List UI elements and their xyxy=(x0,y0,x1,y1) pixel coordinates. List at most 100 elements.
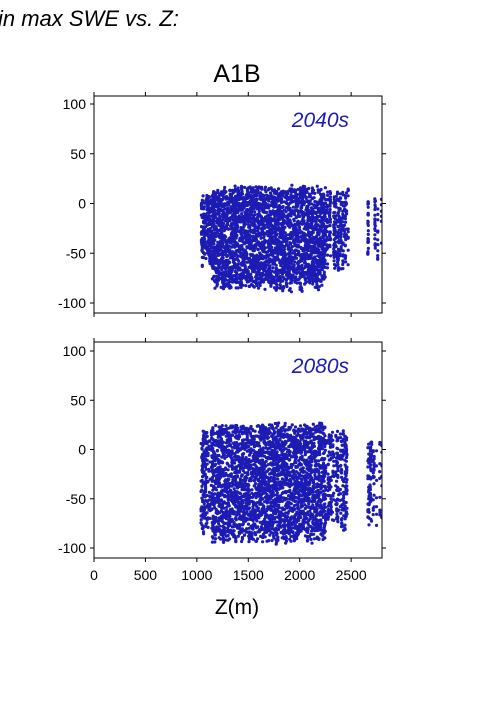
data-point xyxy=(213,540,217,544)
data-point xyxy=(316,288,321,292)
data-point xyxy=(346,227,350,231)
data-point xyxy=(207,214,211,218)
data-point xyxy=(217,258,221,263)
data-point xyxy=(213,208,217,213)
data-point xyxy=(213,458,217,463)
data-point xyxy=(298,281,302,285)
data-point xyxy=(249,451,253,455)
data-point xyxy=(247,444,251,449)
data-point xyxy=(376,249,380,253)
data-point xyxy=(373,237,377,241)
data-point xyxy=(240,488,244,492)
data-point xyxy=(205,434,209,438)
page-title: in max SWE vs. Z: xyxy=(0,6,179,31)
data-point xyxy=(257,209,261,213)
data-point xyxy=(256,286,261,290)
data-point xyxy=(328,210,332,214)
data-point xyxy=(263,223,267,228)
data-point xyxy=(262,194,266,198)
data-point xyxy=(223,185,227,190)
data-point xyxy=(379,241,382,245)
data-point xyxy=(306,238,310,242)
data-point xyxy=(328,220,332,224)
data-point xyxy=(315,184,319,188)
data-point xyxy=(228,280,232,284)
data-point xyxy=(205,511,209,515)
data-point xyxy=(207,195,211,199)
data-point xyxy=(255,193,259,198)
data-point xyxy=(203,252,207,256)
data-point xyxy=(341,190,345,194)
data-point xyxy=(248,237,252,241)
data-point xyxy=(279,263,283,268)
data-point xyxy=(238,435,242,439)
data-point xyxy=(230,424,235,428)
data-point xyxy=(250,213,254,217)
data-point xyxy=(212,242,216,246)
data-point xyxy=(247,506,251,510)
data-point xyxy=(200,488,204,492)
data-point xyxy=(326,220,330,225)
data-point xyxy=(269,186,273,190)
data-point xyxy=(300,246,304,250)
data-point xyxy=(300,263,304,267)
data-point xyxy=(260,240,264,244)
data-point xyxy=(373,233,377,237)
data-point xyxy=(204,488,208,492)
data-point xyxy=(272,275,277,280)
data-point xyxy=(228,436,233,440)
data-point xyxy=(231,451,235,455)
data-point xyxy=(259,433,263,437)
data-point xyxy=(294,275,298,279)
data-point xyxy=(304,280,308,284)
data-point xyxy=(247,483,251,487)
data-point xyxy=(216,496,221,500)
data-point xyxy=(302,215,306,219)
data-point xyxy=(243,533,247,537)
data-point xyxy=(343,243,347,247)
data-point xyxy=(249,424,253,429)
data-point xyxy=(323,262,327,266)
data-point xyxy=(207,498,211,502)
data-point xyxy=(207,469,211,473)
data-point xyxy=(235,424,239,428)
data-point xyxy=(239,280,244,285)
data-point xyxy=(235,494,239,498)
data-point xyxy=(245,527,249,531)
data-point xyxy=(255,519,259,523)
data-point xyxy=(251,186,255,190)
data-point xyxy=(345,209,349,213)
data-point xyxy=(320,283,324,287)
data-point xyxy=(238,268,243,272)
data-point xyxy=(247,453,252,457)
data-point xyxy=(300,286,304,291)
data-point xyxy=(249,272,253,276)
data-point xyxy=(270,245,274,249)
data-point xyxy=(275,286,280,290)
data-point xyxy=(223,235,228,239)
data-point xyxy=(373,205,377,209)
data-point xyxy=(252,285,256,289)
data-point xyxy=(373,246,377,250)
points-2080s xyxy=(199,421,382,546)
data-point xyxy=(205,462,209,466)
data-point xyxy=(344,238,348,242)
data-point xyxy=(283,244,287,249)
data-point xyxy=(346,188,350,193)
data-point xyxy=(339,235,343,239)
data-point xyxy=(290,183,294,187)
data-point xyxy=(344,196,348,200)
data-point xyxy=(328,254,333,258)
data-point xyxy=(279,247,283,251)
data-point xyxy=(366,213,370,217)
data-point xyxy=(236,262,240,266)
data-point xyxy=(328,245,332,249)
data-point xyxy=(254,244,258,248)
data-point xyxy=(339,245,343,249)
data-point xyxy=(279,277,283,281)
data-point xyxy=(236,286,240,290)
data-point xyxy=(263,287,267,291)
data-point xyxy=(243,185,247,189)
data-point xyxy=(325,266,330,270)
data-point xyxy=(249,463,253,467)
